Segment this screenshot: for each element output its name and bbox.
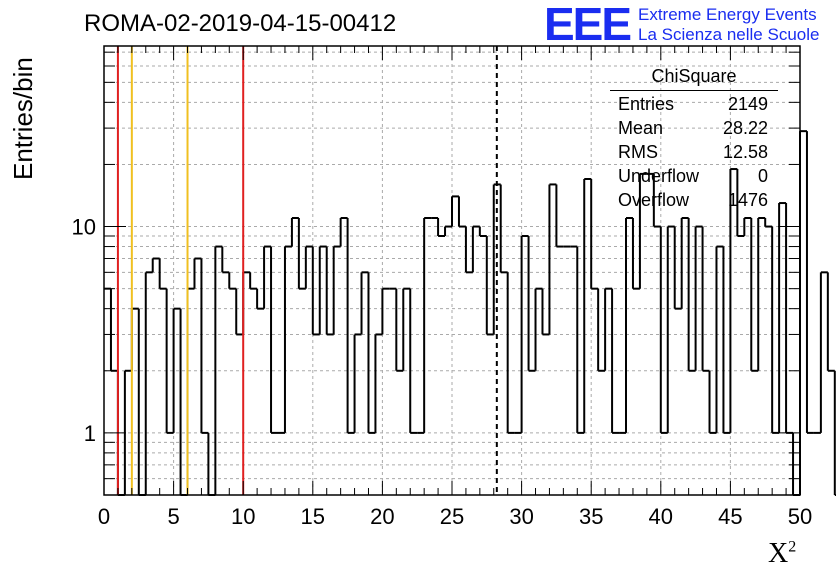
stats-key: Overflow: [618, 190, 690, 210]
y-tick-label: 10: [72, 215, 96, 240]
grid-lines: [104, 46, 800, 495]
x-tick-label: 45: [718, 504, 742, 529]
stats-value: 0: [757, 166, 768, 186]
chart-title: ROMA-02-2019-04-15-00412: [84, 10, 397, 37]
stats-box: ChiSquare Entries 2149 Mean 28.22 RMS 12…: [610, 66, 778, 211]
eee-logo: EEE Extreme Energy Events La Scienza nel…: [544, 0, 836, 50]
x-axis-label-base: X: [768, 538, 789, 569]
stats-value: 12.58: [722, 142, 768, 162]
x-axis-label-sup: 2: [788, 538, 797, 556]
stats-value: 1476: [727, 190, 768, 210]
logo-mark: EEE: [544, 0, 632, 50]
x-tick-label: 30: [509, 504, 533, 529]
y-tick-label: 1: [84, 421, 96, 446]
stats-row-entries: Entries 2149: [610, 91, 778, 115]
stats-row-mean: Mean 28.22: [610, 115, 778, 139]
stats-key: RMS: [618, 142, 658, 162]
stats-value: 2149: [727, 94, 768, 114]
x-tick-label: 40: [649, 504, 673, 529]
x-tick-label: 35: [579, 504, 603, 529]
tick-labels: 0 5 10 15 20 25 30 35 40 45 50 1 10: [72, 215, 813, 529]
stats-row-rms: RMS 12.58: [610, 139, 778, 163]
stats-title: ChiSquare: [610, 66, 778, 91]
stats-key: Underflow: [618, 166, 700, 186]
x-tick-label: 15: [301, 504, 325, 529]
axis-ticks: [103, 46, 801, 495]
stats-value: 28.22: [722, 118, 768, 138]
stats-key: Mean: [618, 118, 664, 138]
reference-lines: [116, 46, 498, 495]
logo-line-2: La Scienza nelle Scuole: [638, 25, 820, 44]
x-tick-label: 25: [440, 504, 464, 529]
x-tick-label: 20: [370, 504, 394, 529]
x-tick-label: 50: [788, 504, 812, 529]
x-tick-label: 0: [98, 504, 110, 529]
x-axis-label: X2: [768, 538, 796, 570]
stats-row-underflow: Underflow 0: [610, 163, 778, 187]
logo-line-1: Extreme Energy Events: [638, 5, 817, 24]
x-tick-label: 5: [167, 504, 179, 529]
y-axis-label: Entries/bin: [8, 57, 38, 180]
stats-key: Entries: [618, 94, 675, 114]
x-tick-label: 10: [231, 504, 255, 529]
stats-row-overflow: Overflow 1476: [610, 187, 778, 211]
